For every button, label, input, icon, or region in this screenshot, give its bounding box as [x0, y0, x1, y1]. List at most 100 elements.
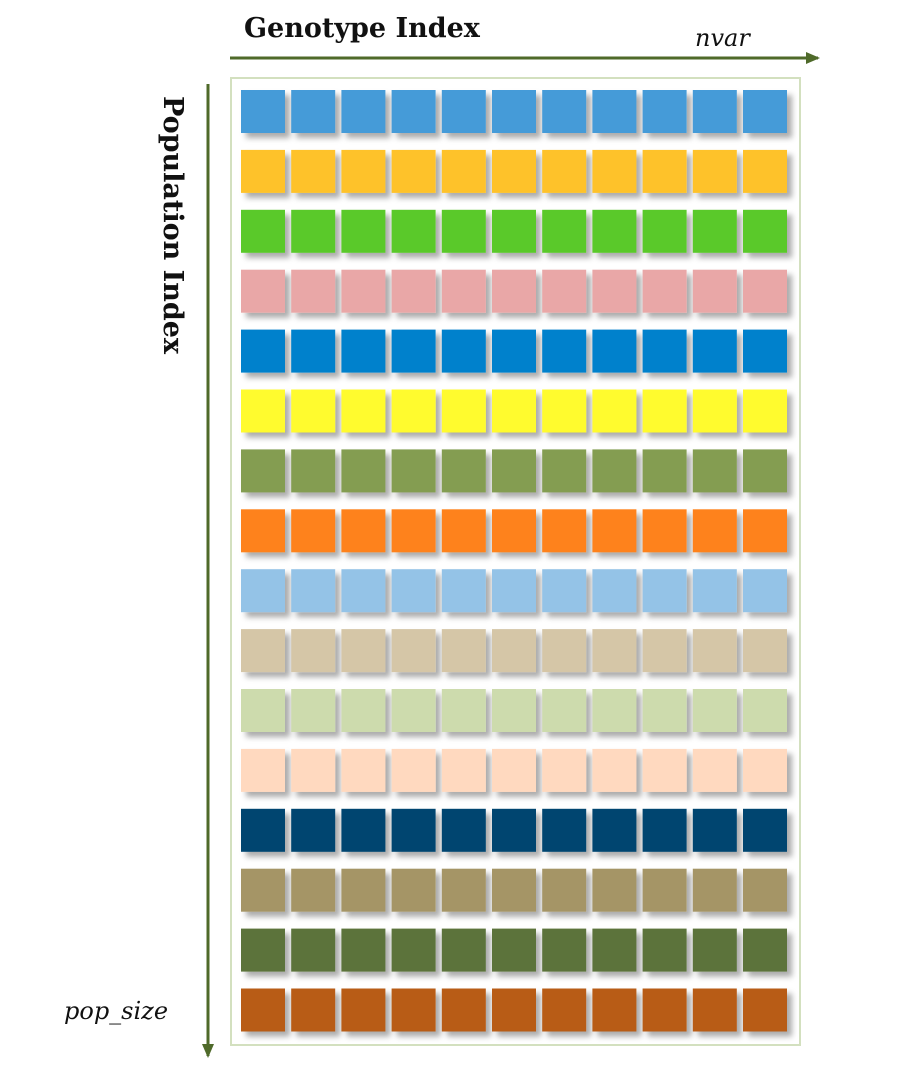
genotype-cell: [542, 269, 587, 313]
genotype-cell: [492, 449, 536, 493]
genotype-cell: [241, 988, 285, 1032]
genotype-cell: [291, 689, 336, 732]
genotype-cell: [291, 90, 336, 133]
genotype-cell: [441, 149, 486, 193]
genotype-cell: [492, 988, 536, 1032]
genotype-cell: [341, 509, 386, 553]
genotype-cell: [642, 988, 687, 1032]
genotype-cell: [692, 988, 737, 1032]
genotype-cell: [743, 209, 787, 253]
genotype-cell: [291, 389, 336, 433]
genotype-cell: [391, 90, 436, 133]
genotype-cell: [542, 149, 587, 193]
genotype-cell: [542, 988, 587, 1032]
genotype-cell: [692, 149, 737, 193]
genotype-cell: [492, 569, 536, 613]
genotype-cell: [743, 689, 787, 732]
genotype-cell: [241, 509, 285, 553]
genotype-cell: [241, 629, 285, 673]
genotype-cell: [592, 748, 637, 792]
genotype-cell: [391, 449, 436, 493]
genotype-cell: [692, 449, 737, 493]
genotype-cell: [291, 269, 336, 313]
genotype-cell: [341, 988, 386, 1032]
genotype-cell: [542, 509, 587, 553]
genotype-cell: [341, 90, 386, 133]
genotype-cell: [592, 149, 637, 193]
genotype-cell: [291, 209, 336, 253]
genotype-cell: [241, 808, 285, 852]
genotype-cell: [642, 928, 687, 972]
genotype-cell: [391, 629, 436, 673]
genotype-cell: [642, 808, 687, 852]
genotype-cell: [441, 509, 486, 553]
genotype-cell: [492, 928, 536, 972]
genotype-cell: [642, 389, 687, 433]
genotype-cell: [492, 149, 536, 193]
genotype-cell: [743, 90, 787, 133]
genotype-cell: [692, 748, 737, 792]
genotype-cell: [391, 209, 436, 253]
genotype-cell: [241, 209, 285, 253]
genotype-cell: [391, 808, 436, 852]
genotype-cell: [642, 748, 687, 792]
genotype-cell: [542, 569, 587, 613]
genotype-cell: [542, 868, 587, 912]
genotype-cell: [341, 569, 386, 613]
genotype-cell: [692, 209, 737, 253]
genotype-cell: [391, 269, 436, 313]
genotype-cell: [291, 928, 336, 972]
genotype-cell: [441, 449, 486, 493]
genotype-cell: [743, 808, 787, 852]
genotype-cell: [291, 509, 336, 553]
genotype-cell: [743, 449, 787, 493]
genotype-cell: [592, 988, 637, 1032]
genotype-cell: [692, 509, 737, 553]
genotype-cell: [542, 928, 587, 972]
genotype-cell: [341, 449, 386, 493]
genotype-cell: [492, 329, 536, 373]
genotype-cell: [743, 748, 787, 792]
nvar-label: nvar: [695, 24, 751, 52]
genotype-cell: [241, 928, 285, 972]
genotype-cell: [341, 928, 386, 972]
genotype-cell: [542, 629, 587, 673]
genotype-cell: [492, 269, 536, 313]
genotype-cell: [592, 389, 637, 433]
genotype-cell: [542, 329, 587, 373]
genotype-cell: [241, 389, 285, 433]
genotype-cell: [542, 90, 587, 133]
genotype-cell: [743, 569, 787, 613]
genotype-cell: [441, 868, 486, 912]
genotype-cell: [592, 808, 637, 852]
genotype-cell: [592, 90, 637, 133]
genotype-cell: [391, 389, 436, 433]
genotype-cell: [743, 389, 787, 433]
genotype-cell: [241, 748, 285, 792]
genotype-cell: [441, 269, 486, 313]
genotype-cell: [642, 689, 687, 732]
genotype-cell: [291, 808, 336, 852]
genotype-cell: [391, 329, 436, 373]
genotype-cell: [241, 90, 285, 133]
genotype-cell: [642, 868, 687, 912]
genotype-index-label: Genotype Index: [244, 13, 481, 44]
genotype-cell: [391, 149, 436, 193]
genotype-cell: [642, 269, 687, 313]
genotype-cell: [441, 389, 486, 433]
genotype-cell: [441, 748, 486, 792]
genotype-cell: [743, 629, 787, 673]
genotype-cell: [692, 629, 737, 673]
genotype-cell: [642, 629, 687, 673]
genotype-cell: [291, 868, 336, 912]
genotype-cell: [492, 808, 536, 852]
population-index-label: Population Index: [157, 96, 188, 355]
genotype-cell: [743, 329, 787, 373]
genotype-cell: [642, 509, 687, 553]
genotype-cell: [743, 928, 787, 972]
genotype-cell: [291, 569, 336, 613]
genotype-cell: [692, 808, 737, 852]
genotype-cell: [341, 868, 386, 912]
genotype-cell: [642, 449, 687, 493]
genotype-cell: [592, 209, 637, 253]
